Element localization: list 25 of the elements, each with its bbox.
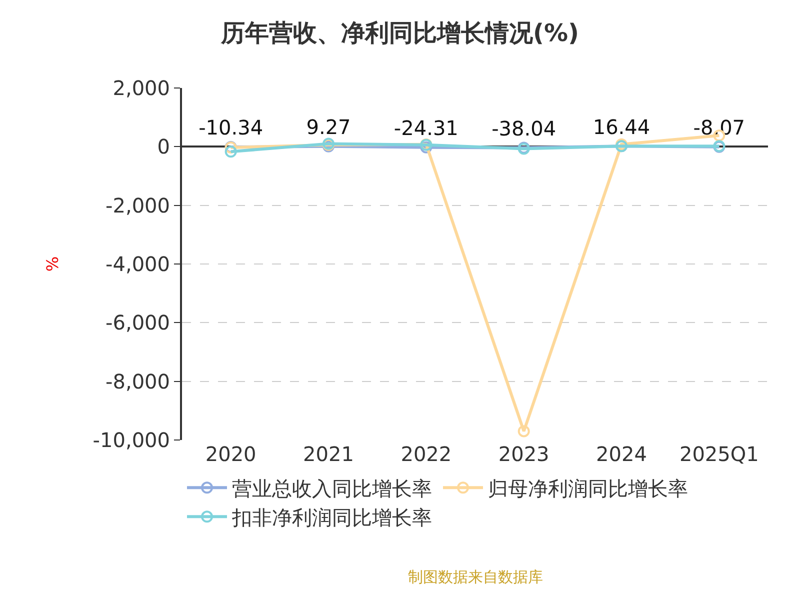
y-tick-label: -2,000 <box>106 193 170 218</box>
legend-label: 归母净利润同比增长率 <box>488 476 688 500</box>
y-tick-label: 2,000 <box>112 76 170 100</box>
x-tick-label: 2023 <box>498 442 550 466</box>
data-label: -38.04 <box>492 116 556 141</box>
data-label: -24.31 <box>394 116 458 140</box>
x-tick-label: 2024 <box>596 442 647 466</box>
x-tick-label: 2025Q1 <box>679 442 759 466</box>
legend-label: 营业总收入同比增长率 <box>232 476 432 500</box>
x-tick-label: 2021 <box>303 442 354 466</box>
y-axis-title: % <box>43 256 62 272</box>
data-label: -10.34 <box>198 116 264 140</box>
data-label: -8.07 <box>693 116 746 140</box>
y-tick-label: -8,000 <box>106 369 170 394</box>
legend-label: 扣非净利润同比增长率 <box>231 505 432 530</box>
chart-title: 历年营收、净利同比增长情况(%) <box>220 18 579 47</box>
y-tick-label: -10,000 <box>92 428 170 452</box>
y-tick-label: 0 <box>157 134 170 159</box>
y-tick-label: -6,000 <box>106 310 170 335</box>
x-tick-label: 2022 <box>400 442 452 466</box>
y-tick-label: -4,000 <box>106 252 170 276</box>
x-tick-label: 2020 <box>205 442 256 466</box>
data-label: 9.27 <box>306 115 351 140</box>
data-label: 16.44 <box>592 114 650 139</box>
text: 制图数据来自数据库 <box>408 568 543 586</box>
